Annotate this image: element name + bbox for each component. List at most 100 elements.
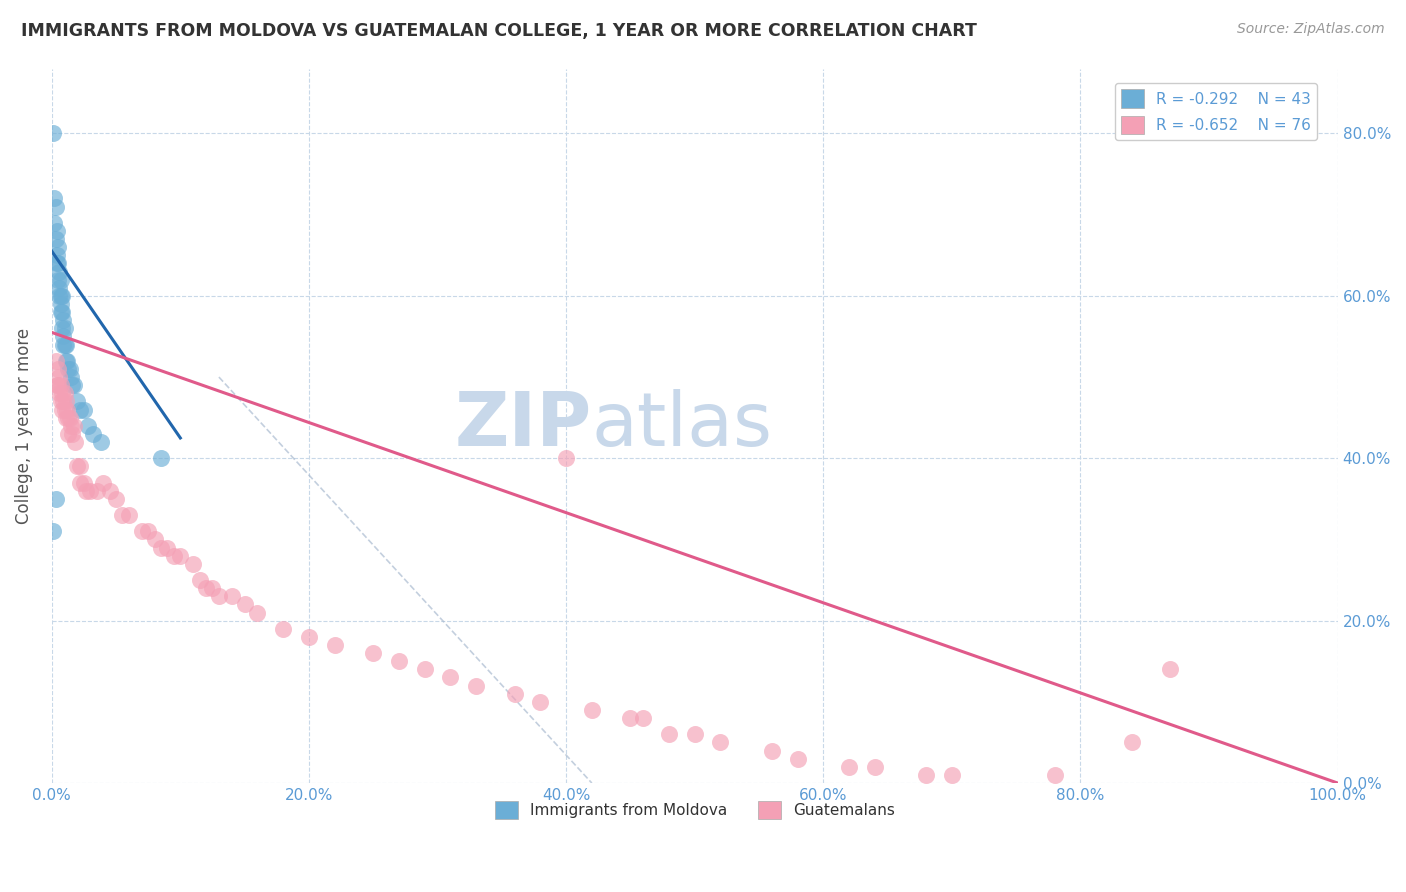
Point [51, 321, 73, 335]
Point [136, 524, 159, 539]
Point [45, 354, 67, 368]
Point [233, 598, 256, 612]
Point [69, 402, 91, 417]
Point [143, 533, 166, 547]
Point [658, 727, 681, 741]
Point [1159, 662, 1181, 676]
Point [388, 654, 411, 668]
Point [48, 386, 70, 401]
Point [1043, 768, 1066, 782]
Point [45, 256, 67, 270]
Point [63, 435, 86, 450]
Point [53, 337, 76, 351]
Point [181, 557, 204, 571]
Point [49, 289, 72, 303]
Point [915, 768, 938, 782]
Point [62, 378, 84, 392]
Point [131, 524, 153, 539]
Point [45, 491, 67, 506]
Point [941, 768, 963, 782]
Point [156, 541, 179, 555]
Y-axis label: College, 1 year or more: College, 1 year or more [15, 327, 32, 524]
Point [48, 264, 70, 278]
Point [465, 679, 488, 693]
Point [188, 573, 211, 587]
Point [98, 483, 121, 498]
Point [361, 646, 384, 660]
Text: atlas: atlas [592, 389, 773, 462]
Point [48, 370, 70, 384]
Point [62, 418, 84, 433]
Point [413, 662, 436, 676]
Point [271, 622, 294, 636]
Point [56, 402, 79, 417]
Point [66, 459, 89, 474]
Point [163, 549, 186, 563]
Point [555, 451, 578, 466]
Point [619, 711, 641, 725]
Point [49, 394, 72, 409]
Point [49, 297, 72, 311]
Point [56, 354, 79, 368]
Point [55, 354, 77, 368]
Point [55, 394, 77, 409]
Point [79, 483, 101, 498]
Point [66, 394, 89, 409]
Point [49, 305, 72, 319]
Point [208, 589, 231, 603]
Point [581, 703, 603, 717]
Point [45, 248, 67, 262]
Point [51, 386, 73, 401]
Point [150, 451, 173, 466]
Point [201, 581, 224, 595]
Point [46, 378, 69, 392]
Point [503, 687, 526, 701]
Text: IMMIGRANTS FROM MOLDOVA VS GUATEMALAN COLLEGE, 1 YEAR OR MORE CORRELATION CHART: IMMIGRANTS FROM MOLDOVA VS GUATEMALAN CO… [21, 22, 977, 40]
Point [111, 508, 134, 522]
Point [323, 638, 346, 652]
Point [73, 402, 96, 417]
Point [53, 402, 76, 417]
Point [529, 695, 551, 709]
Point [52, 313, 75, 327]
Point [838, 760, 860, 774]
Point [60, 370, 83, 384]
Text: Source: ZipAtlas.com: Source: ZipAtlas.com [1237, 22, 1385, 37]
Point [73, 475, 96, 490]
Point [786, 752, 808, 766]
Legend: Immigrants from Moldova, Guatemalans: Immigrants from Moldova, Guatemalans [489, 795, 901, 825]
Point [44, 216, 66, 230]
Point [195, 581, 218, 595]
Point [58, 362, 80, 376]
Point [51, 402, 73, 417]
Point [44, 191, 66, 205]
Point [52, 329, 75, 343]
Point [51, 289, 73, 303]
Point [48, 289, 70, 303]
Point [59, 362, 82, 376]
Point [45, 200, 67, 214]
Point [48, 281, 70, 295]
Point [105, 491, 128, 506]
Point [221, 589, 243, 603]
Point [49, 272, 72, 286]
Point [45, 224, 67, 238]
Point [53, 321, 76, 335]
Point [46, 362, 69, 376]
Point [60, 426, 83, 441]
Point [69, 459, 91, 474]
Point [60, 418, 83, 433]
Point [76, 418, 98, 433]
Point [58, 426, 80, 441]
Point [60, 378, 83, 392]
Point [76, 483, 98, 498]
Point [709, 735, 731, 749]
Point [45, 378, 67, 392]
Point [863, 760, 886, 774]
Point [55, 410, 77, 425]
Point [52, 394, 75, 409]
Point [169, 549, 191, 563]
Point [52, 337, 75, 351]
Point [86, 483, 108, 498]
Point [42, 524, 65, 539]
